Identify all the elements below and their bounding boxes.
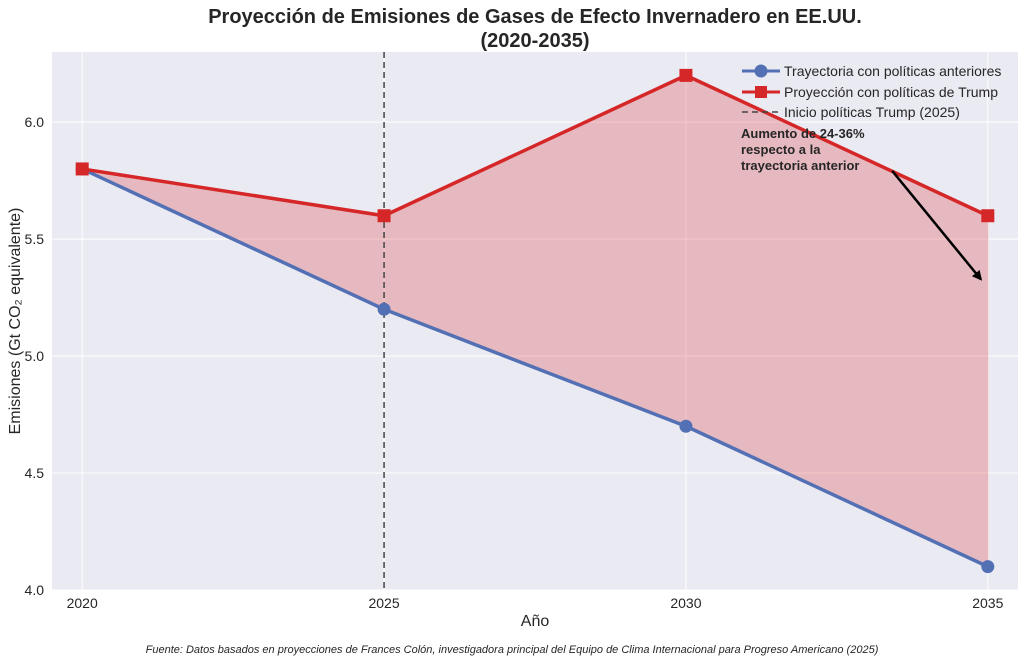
- x-tick-label: 2030: [670, 595, 701, 611]
- x-tick-label: 2025: [368, 595, 399, 611]
- series-1: [75, 68, 995, 223]
- data-point: [377, 302, 391, 316]
- chart-title-line-2: (2020-2035): [481, 30, 590, 52]
- y-tick-label: 5.5: [25, 231, 45, 247]
- legend-label-trump: Proyección con políticas de Trump: [784, 84, 998, 100]
- annotation-line-3: trayectoria anterior: [741, 158, 860, 173]
- legend-marker-trump: [755, 86, 767, 98]
- legend-label-vline: Inicio políticas Trump (2025): [784, 104, 960, 120]
- annotation-arrow: [891, 170, 983, 281]
- data-point: [981, 560, 995, 574]
- legend: Trayectoria con políticas anteriores Pro…: [742, 63, 1001, 120]
- source-note: Fuente: Datos basados en proyecciones de…: [146, 644, 879, 656]
- series-line: [81, 73, 989, 218]
- x-tick-label: 2035: [972, 595, 1003, 611]
- y-tick-label: 4.0: [25, 582, 45, 598]
- grid-lines: [52, 52, 1018, 591]
- x-tick-label: 2020: [67, 595, 98, 611]
- legend-label-previous: Trayectoria con políticas anteriores: [784, 63, 1001, 79]
- y-tick-label: 5.0: [25, 348, 45, 364]
- plot-area: [52, 52, 1018, 590]
- y-tick-label: 6.0: [25, 114, 45, 130]
- series-lines: [75, 68, 995, 574]
- annotation: Aumento de 24-36% respecto a la trayecto…: [741, 126, 983, 281]
- legend-marker-previous: [754, 64, 768, 78]
- x-axis-ticks: 2020 2025 2030 2035: [67, 595, 1004, 611]
- annotation-line-2: respecto a la: [741, 142, 821, 157]
- data-point: [377, 209, 391, 223]
- chart-title-line-1: Proyección de Emisiones de Gases de Efec…: [208, 6, 862, 28]
- y-axis-ticks: 4.0 4.5 5.0 5.5 6.0: [25, 114, 45, 598]
- x-axis-label: Año: [521, 613, 550, 630]
- data-point: [981, 209, 995, 223]
- data-point: [679, 68, 693, 82]
- y-tick-label: 4.5: [25, 465, 45, 481]
- data-point: [679, 419, 693, 433]
- y-axis-label: Emisiones (Gt CO₂ equivalente): [7, 208, 24, 435]
- series-line: [81, 167, 989, 569]
- data-point: [75, 162, 89, 176]
- annotation-line-1: Aumento de 24-36%: [741, 126, 865, 141]
